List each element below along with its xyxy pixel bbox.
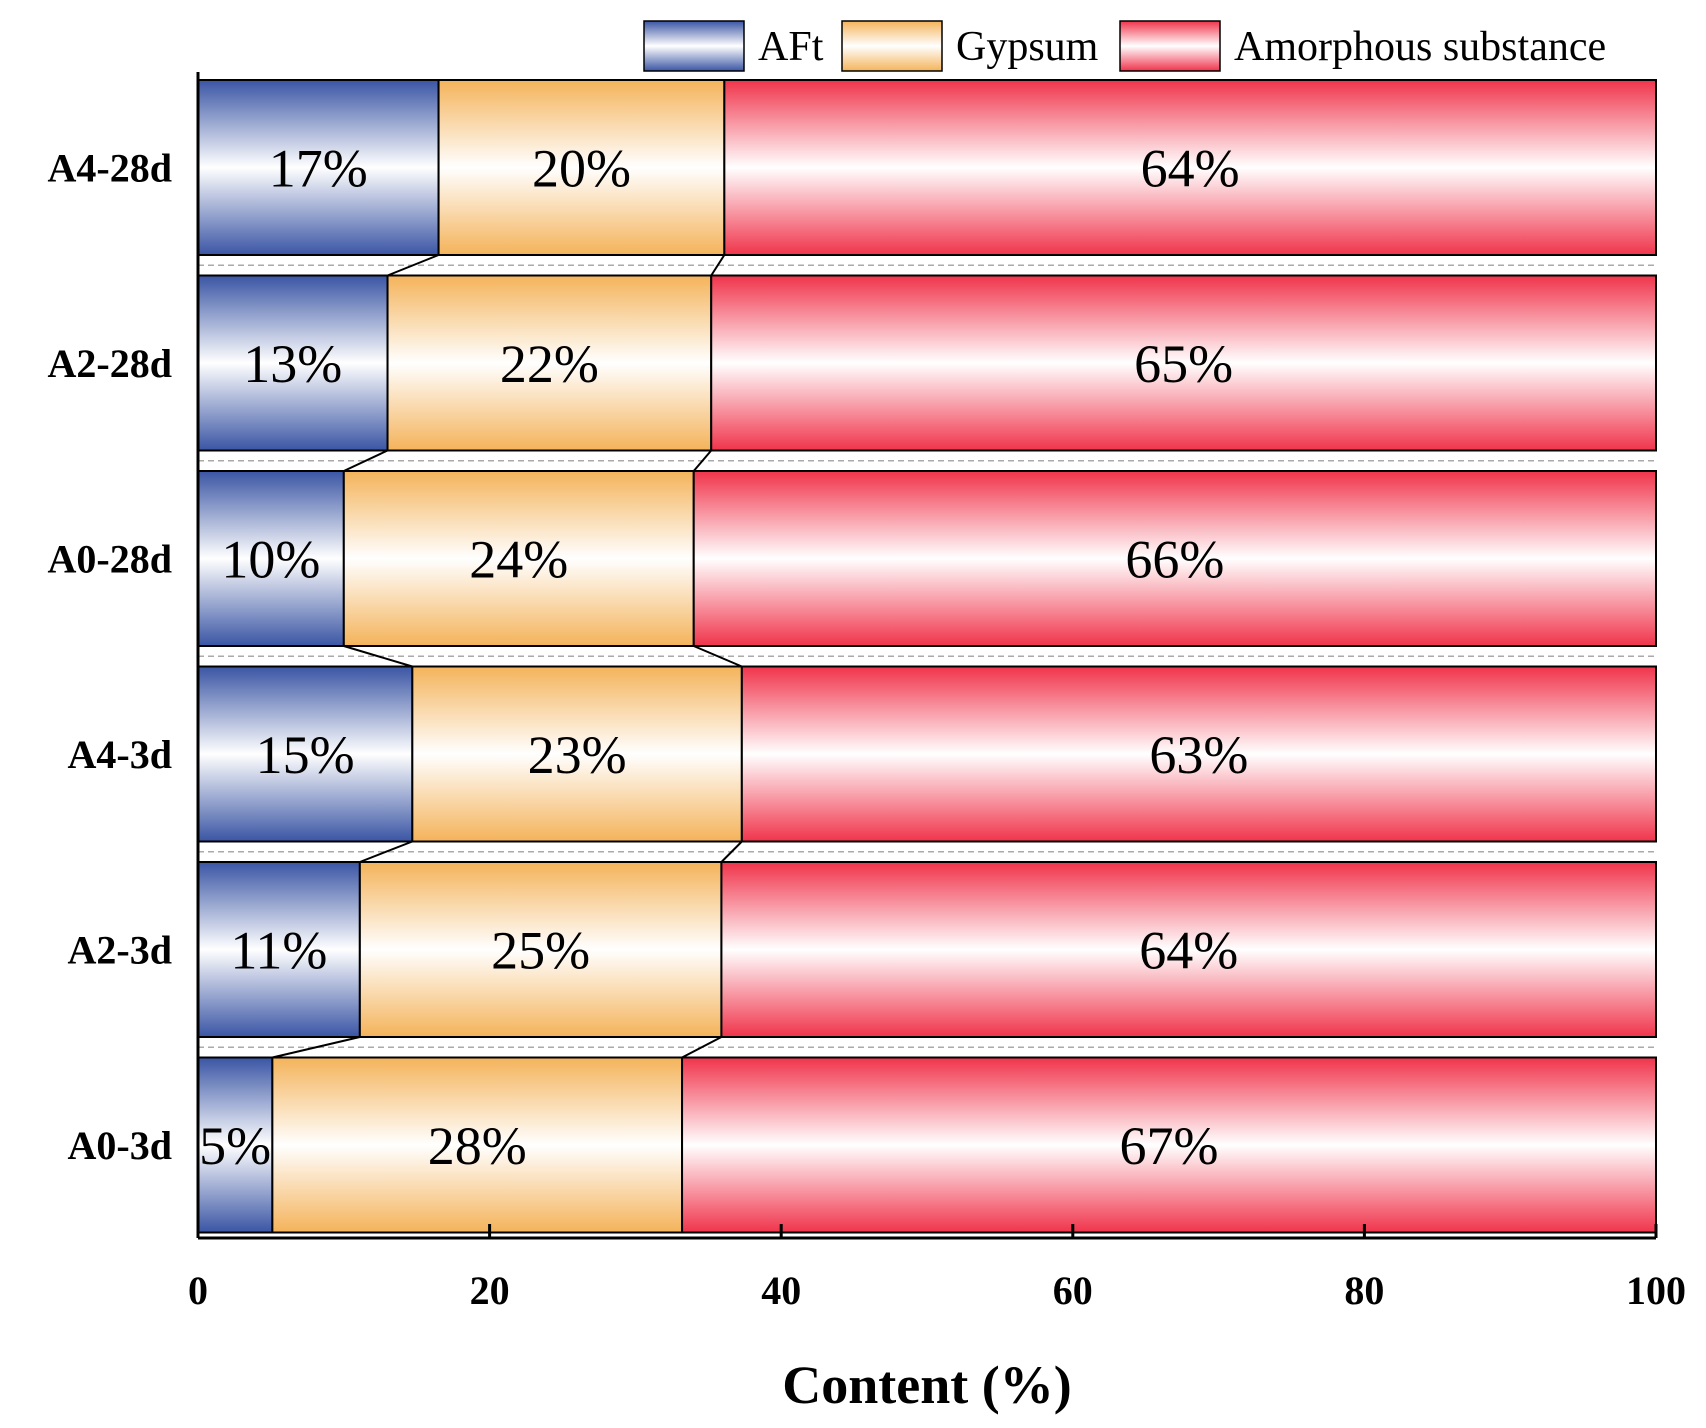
- connector-line: [272, 1036, 361, 1059]
- data-label: 22%: [500, 334, 599, 394]
- x-tick-label: 60: [1053, 1268, 1093, 1313]
- x-tick-label: 20: [470, 1268, 510, 1313]
- bar-segment: [740, 665, 1657, 843]
- legend: AFt Gypsum Amorphous substance: [643, 20, 1606, 72]
- connector-line: [343, 449, 388, 472]
- category-label: A4-28d: [48, 146, 172, 191]
- bar-segment: [197, 861, 361, 1038]
- bar-segment: [197, 665, 414, 843]
- connector-line: [692, 449, 712, 472]
- data-label: 65%: [1134, 334, 1233, 394]
- data-label: 64%: [1141, 139, 1240, 199]
- bar-segment: [720, 861, 1657, 1038]
- connector-line: [681, 1036, 722, 1059]
- connector-line: [693, 645, 743, 668]
- bar-segment: [437, 79, 726, 256]
- connector-line: [710, 254, 726, 277]
- bar-segment: [197, 470, 345, 647]
- data-label: 10%: [221, 530, 320, 590]
- bar-segment: [358, 861, 723, 1038]
- bar-segment: [342, 470, 695, 647]
- data-label: 24%: [469, 530, 568, 590]
- x-axis-title: Content (%): [782, 1355, 1071, 1415]
- bar-segment: [271, 1056, 684, 1234]
- x-tick-label: 0: [188, 1268, 208, 1313]
- bar-segment: [692, 470, 1657, 647]
- connector-line: [359, 840, 413, 863]
- connector-line: [343, 645, 413, 668]
- bar-segment: [710, 274, 1657, 452]
- legend-swatch-amorphous: [1119, 20, 1221, 72]
- connector-line: [720, 840, 743, 863]
- category-label: A0-3d: [68, 1123, 172, 1168]
- data-label: 17%: [269, 139, 368, 199]
- data-label: 15%: [256, 725, 355, 785]
- bar-segment: [723, 79, 1657, 256]
- category-label: A0-28d: [48, 537, 172, 582]
- data-label: 11%: [230, 921, 327, 981]
- data-label: 25%: [491, 921, 590, 981]
- data-label: 28%: [428, 1116, 527, 1176]
- data-label: 64%: [1139, 921, 1238, 981]
- legend-label-amorphous: Amorphous substance: [1234, 24, 1606, 70]
- data-label: 67%: [1120, 1116, 1219, 1176]
- bar-segment: [197, 79, 440, 256]
- category-label: A2-28d: [48, 341, 172, 386]
- legend-label-aft: AFt: [758, 24, 824, 70]
- x-tick-label: 40: [761, 1268, 801, 1313]
- legend-swatch-aft: [643, 20, 745, 72]
- legend-label-gypsum: Gypsum: [956, 24, 1099, 70]
- legend-swatch-gypsum: [841, 20, 943, 72]
- bar-segment: [197, 274, 389, 452]
- bar-segment: [386, 274, 713, 452]
- data-label: 63%: [1149, 725, 1248, 785]
- category-label: A4-3d: [68, 732, 172, 777]
- data-label: 23%: [528, 725, 627, 785]
- data-label: 13%: [243, 334, 342, 394]
- data-label: 66%: [1125, 530, 1224, 590]
- x-tick-label: 100: [1626, 1268, 1686, 1313]
- x-axis-ticks: 0 20 40 60 80 100: [188, 1224, 1686, 1313]
- data-label: 20%: [532, 139, 631, 199]
- bar-segment: [681, 1056, 1657, 1234]
- data-label: 5%: [199, 1116, 271, 1176]
- plot-area: 17% 20% 64% A4-28d 13% 22% 65% A2-28d 10% 24% 66% A…: [48, 79, 1657, 1234]
- x-tick-label: 80: [1344, 1268, 1384, 1313]
- category-label: A2-3d: [68, 928, 172, 973]
- connector-line: [387, 254, 439, 277]
